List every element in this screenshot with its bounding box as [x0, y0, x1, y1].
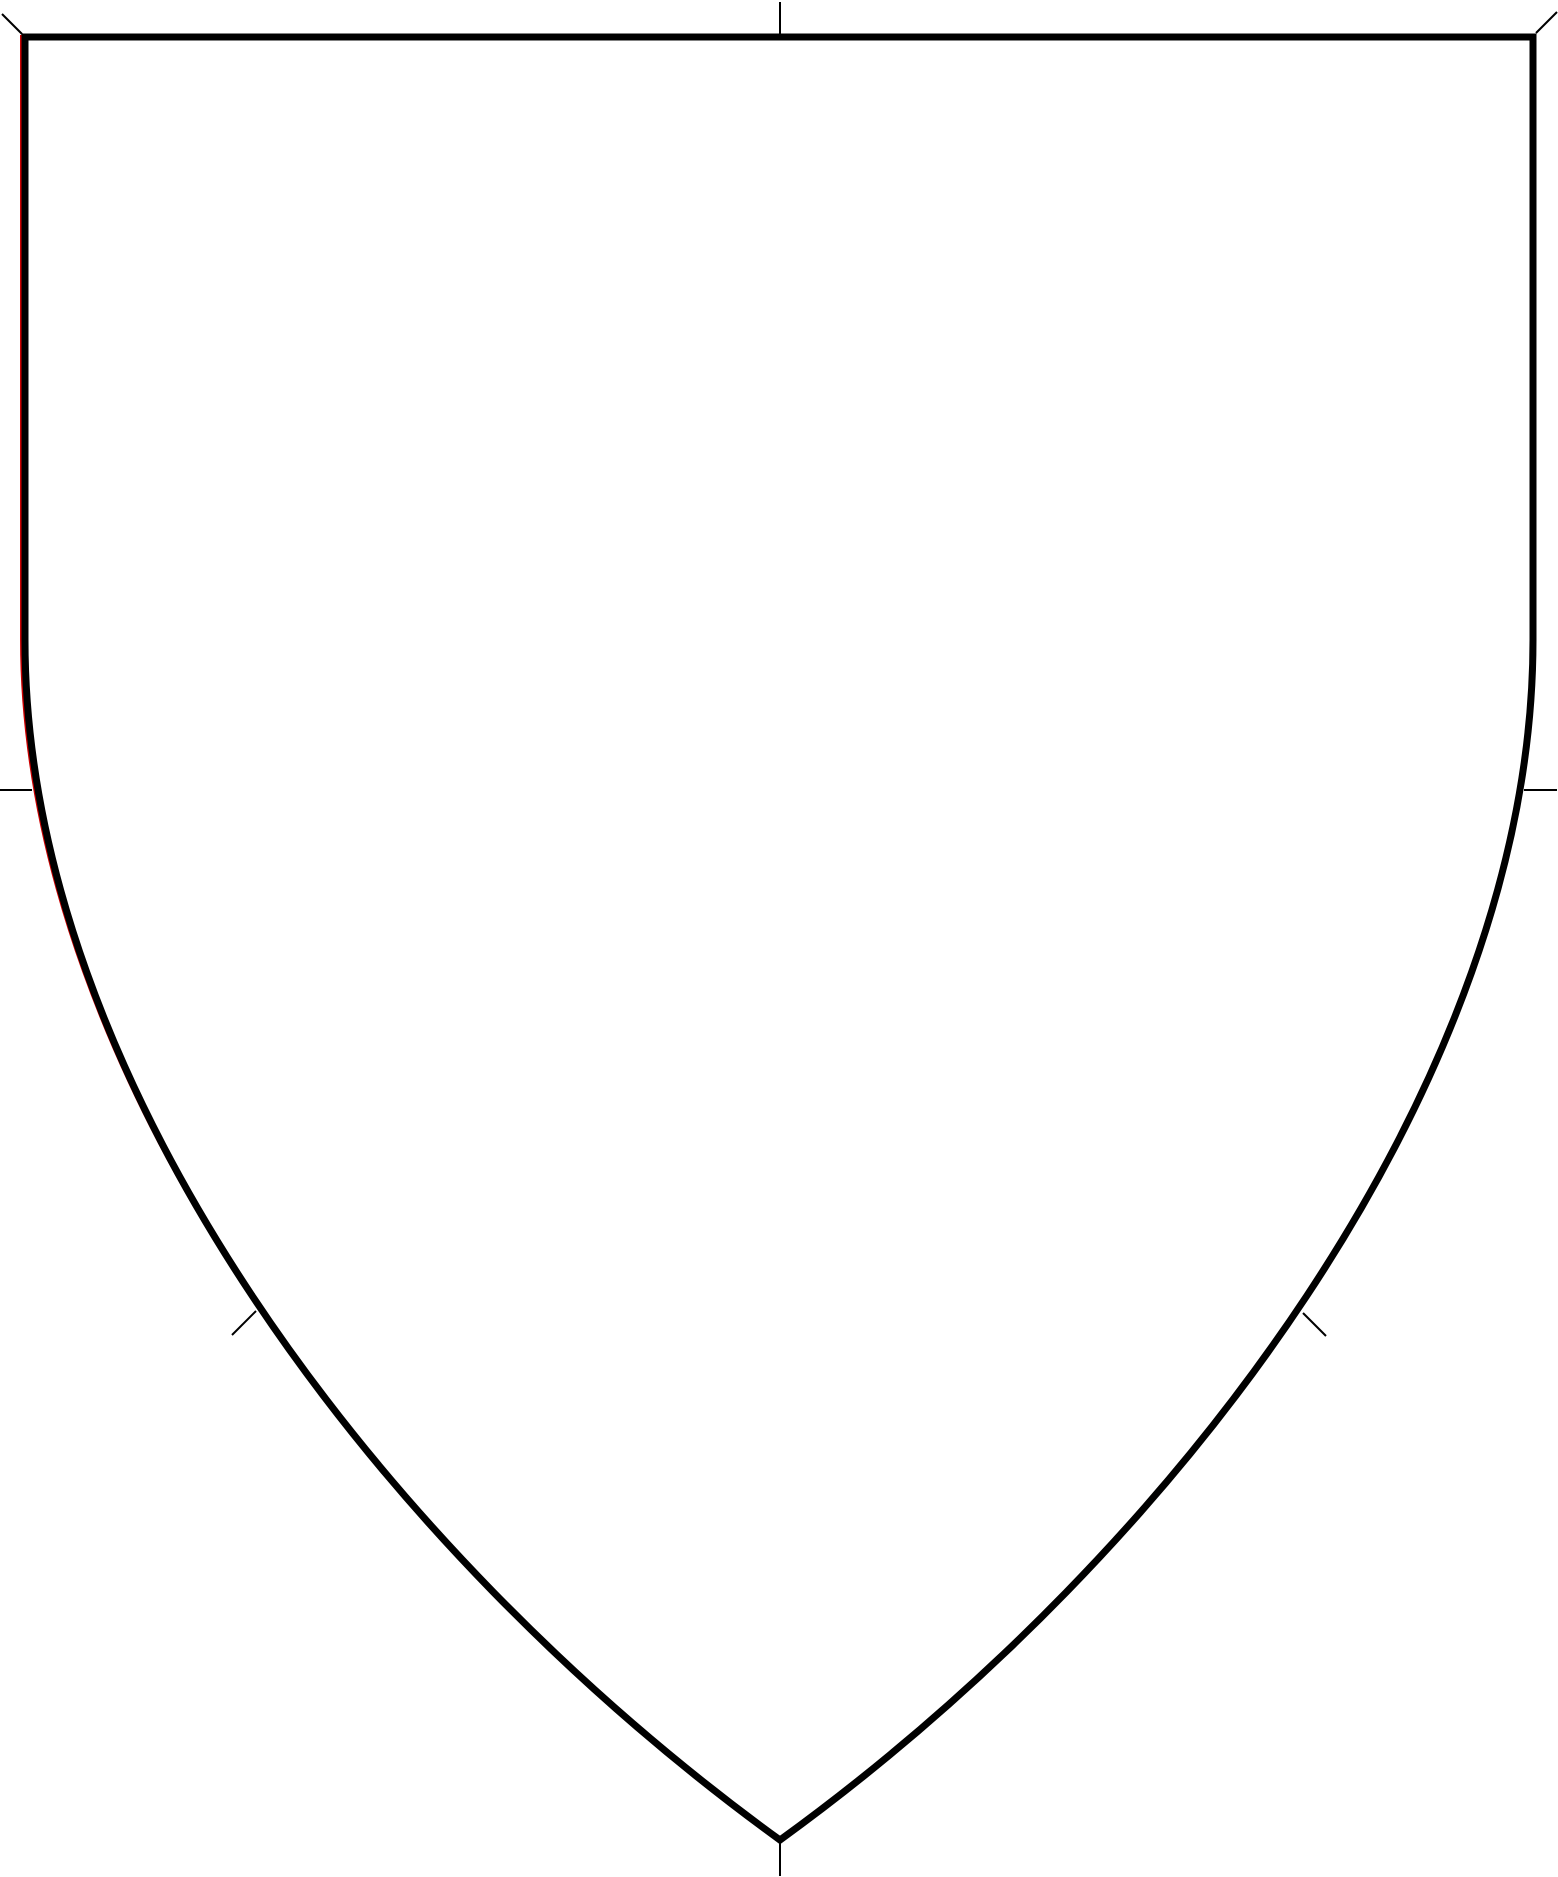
left-lower-flank-tick [231, 1310, 257, 1336]
right-lower-flank-tick [1302, 1312, 1327, 1337]
top-left-corner-tick [1, 13, 23, 35]
top-right-corner-tick [1535, 11, 1558, 34]
shield-outline [21, 33, 1537, 1845]
